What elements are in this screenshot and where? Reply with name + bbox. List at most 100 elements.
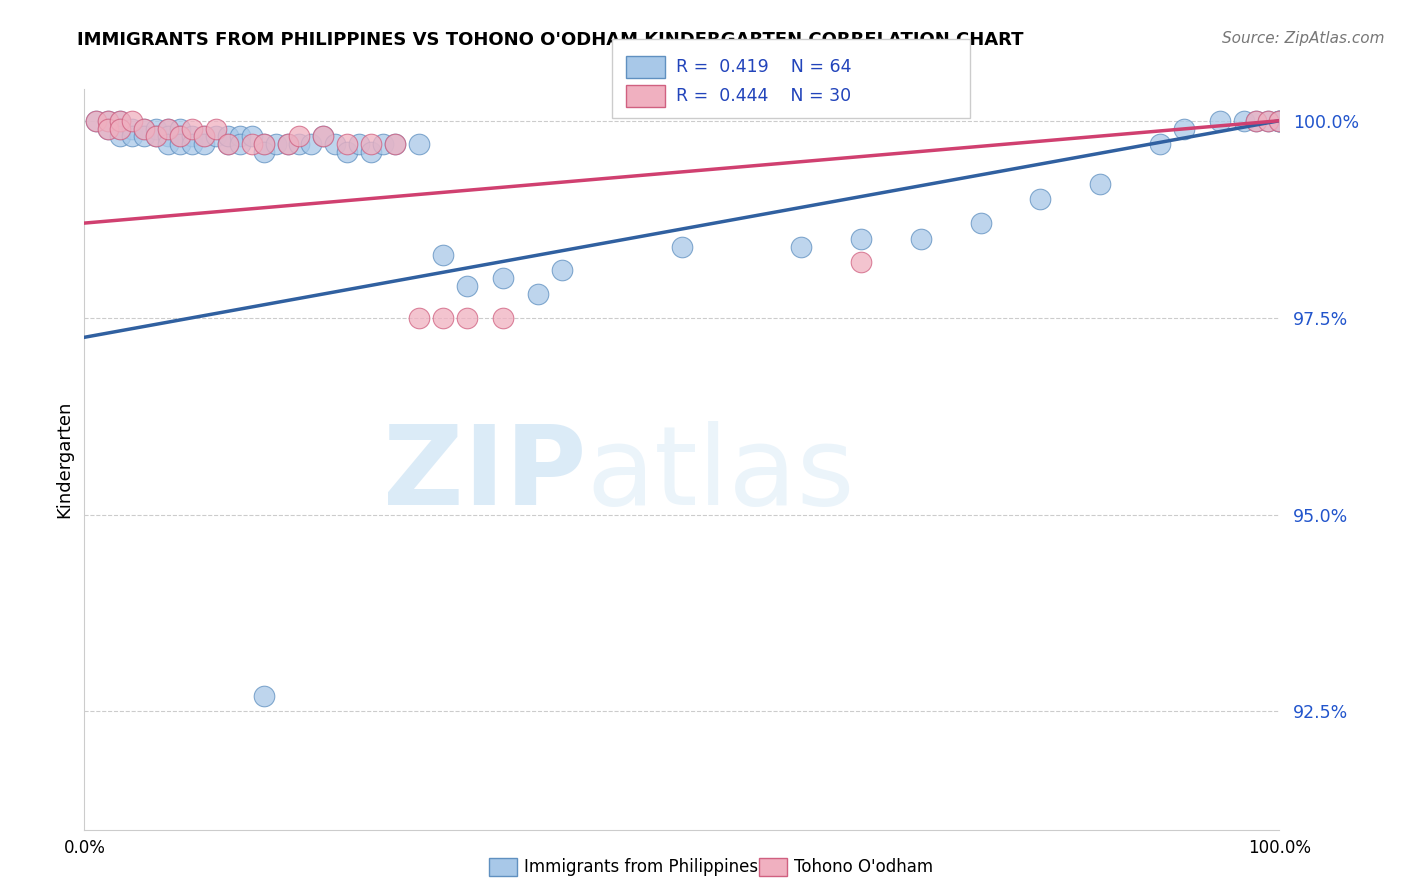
Point bbox=[288, 137, 311, 152]
Point bbox=[157, 129, 180, 144]
Point bbox=[181, 121, 204, 136]
Point bbox=[181, 137, 204, 152]
Point bbox=[97, 113, 120, 128]
Point bbox=[193, 129, 215, 144]
Point bbox=[492, 310, 515, 325]
Point bbox=[253, 689, 276, 703]
Point bbox=[132, 121, 156, 136]
Point bbox=[181, 129, 204, 144]
Point bbox=[205, 121, 228, 136]
Point bbox=[1029, 193, 1052, 207]
Text: R =  0.444    N = 30: R = 0.444 N = 30 bbox=[676, 87, 852, 104]
Point bbox=[456, 310, 478, 325]
Point bbox=[1090, 177, 1112, 191]
Point bbox=[384, 137, 406, 152]
Point bbox=[551, 263, 574, 277]
Point bbox=[110, 113, 132, 128]
Point bbox=[1268, 113, 1291, 128]
Point bbox=[253, 145, 276, 160]
Point bbox=[157, 121, 180, 136]
Point bbox=[110, 121, 132, 136]
Point bbox=[86, 113, 108, 128]
Point bbox=[264, 137, 287, 152]
Point bbox=[432, 310, 454, 325]
Point bbox=[1233, 113, 1256, 128]
Point bbox=[169, 129, 191, 144]
Point bbox=[145, 121, 167, 136]
Point bbox=[790, 240, 813, 254]
Point bbox=[384, 137, 406, 152]
Point bbox=[301, 137, 323, 152]
Point bbox=[1268, 113, 1291, 128]
Point bbox=[169, 137, 191, 152]
Point bbox=[527, 287, 550, 301]
Point bbox=[325, 137, 347, 152]
Point bbox=[121, 121, 143, 136]
Point bbox=[1244, 113, 1267, 128]
Point bbox=[205, 129, 228, 144]
Text: IMMIGRANTS FROM PHILIPPINES VS TOHONO O'ODHAM KINDERGARTEN CORRELATION CHART: IMMIGRANTS FROM PHILIPPINES VS TOHONO O'… bbox=[77, 31, 1024, 49]
Point bbox=[408, 310, 430, 325]
Text: atlas: atlas bbox=[586, 421, 855, 528]
Point bbox=[360, 137, 382, 152]
Point bbox=[288, 129, 311, 144]
Point bbox=[121, 129, 143, 144]
Point bbox=[277, 137, 299, 152]
Point bbox=[1257, 113, 1279, 128]
Point bbox=[1244, 113, 1267, 128]
Point bbox=[253, 137, 276, 152]
Point bbox=[277, 137, 299, 152]
Point bbox=[145, 129, 167, 144]
Point bbox=[910, 232, 932, 246]
Point bbox=[97, 113, 120, 128]
Text: ZIP: ZIP bbox=[382, 421, 586, 528]
Point bbox=[671, 240, 693, 254]
Point bbox=[145, 129, 167, 144]
Point bbox=[169, 129, 191, 144]
Point bbox=[432, 247, 454, 261]
Text: Tohono O'odham: Tohono O'odham bbox=[794, 858, 934, 876]
Point bbox=[193, 129, 215, 144]
Point bbox=[1268, 113, 1291, 128]
Point bbox=[110, 129, 132, 144]
Point bbox=[336, 145, 359, 160]
Point bbox=[851, 255, 873, 269]
Point bbox=[132, 129, 156, 144]
Text: Source: ZipAtlas.com: Source: ZipAtlas.com bbox=[1222, 31, 1385, 46]
Point bbox=[97, 121, 120, 136]
Point bbox=[349, 137, 371, 152]
Point bbox=[360, 145, 382, 160]
Text: Immigrants from Philippines: Immigrants from Philippines bbox=[524, 858, 759, 876]
Point bbox=[217, 137, 239, 152]
Point bbox=[970, 216, 993, 230]
Point bbox=[1257, 113, 1279, 128]
Point bbox=[373, 137, 395, 152]
Point bbox=[240, 129, 263, 144]
Point bbox=[157, 137, 180, 152]
Point bbox=[169, 121, 191, 136]
Point bbox=[253, 137, 276, 152]
Y-axis label: Kindergarten: Kindergarten bbox=[55, 401, 73, 518]
Point bbox=[217, 137, 239, 152]
Point bbox=[110, 113, 132, 128]
Text: R =  0.419    N = 64: R = 0.419 N = 64 bbox=[676, 58, 852, 76]
Point bbox=[157, 121, 180, 136]
Point bbox=[193, 137, 215, 152]
Point bbox=[132, 121, 156, 136]
Point bbox=[1268, 113, 1291, 128]
Point bbox=[1173, 121, 1195, 136]
Point bbox=[217, 129, 239, 144]
Point bbox=[851, 232, 873, 246]
Point bbox=[121, 113, 143, 128]
Point bbox=[312, 129, 335, 144]
Point bbox=[1209, 113, 1232, 128]
Point bbox=[1149, 137, 1171, 152]
Point bbox=[97, 121, 120, 136]
Point bbox=[86, 113, 108, 128]
Point bbox=[336, 137, 359, 152]
Point bbox=[408, 137, 430, 152]
Point bbox=[229, 137, 252, 152]
Point bbox=[312, 129, 335, 144]
Point bbox=[492, 271, 515, 285]
Point bbox=[240, 137, 263, 152]
